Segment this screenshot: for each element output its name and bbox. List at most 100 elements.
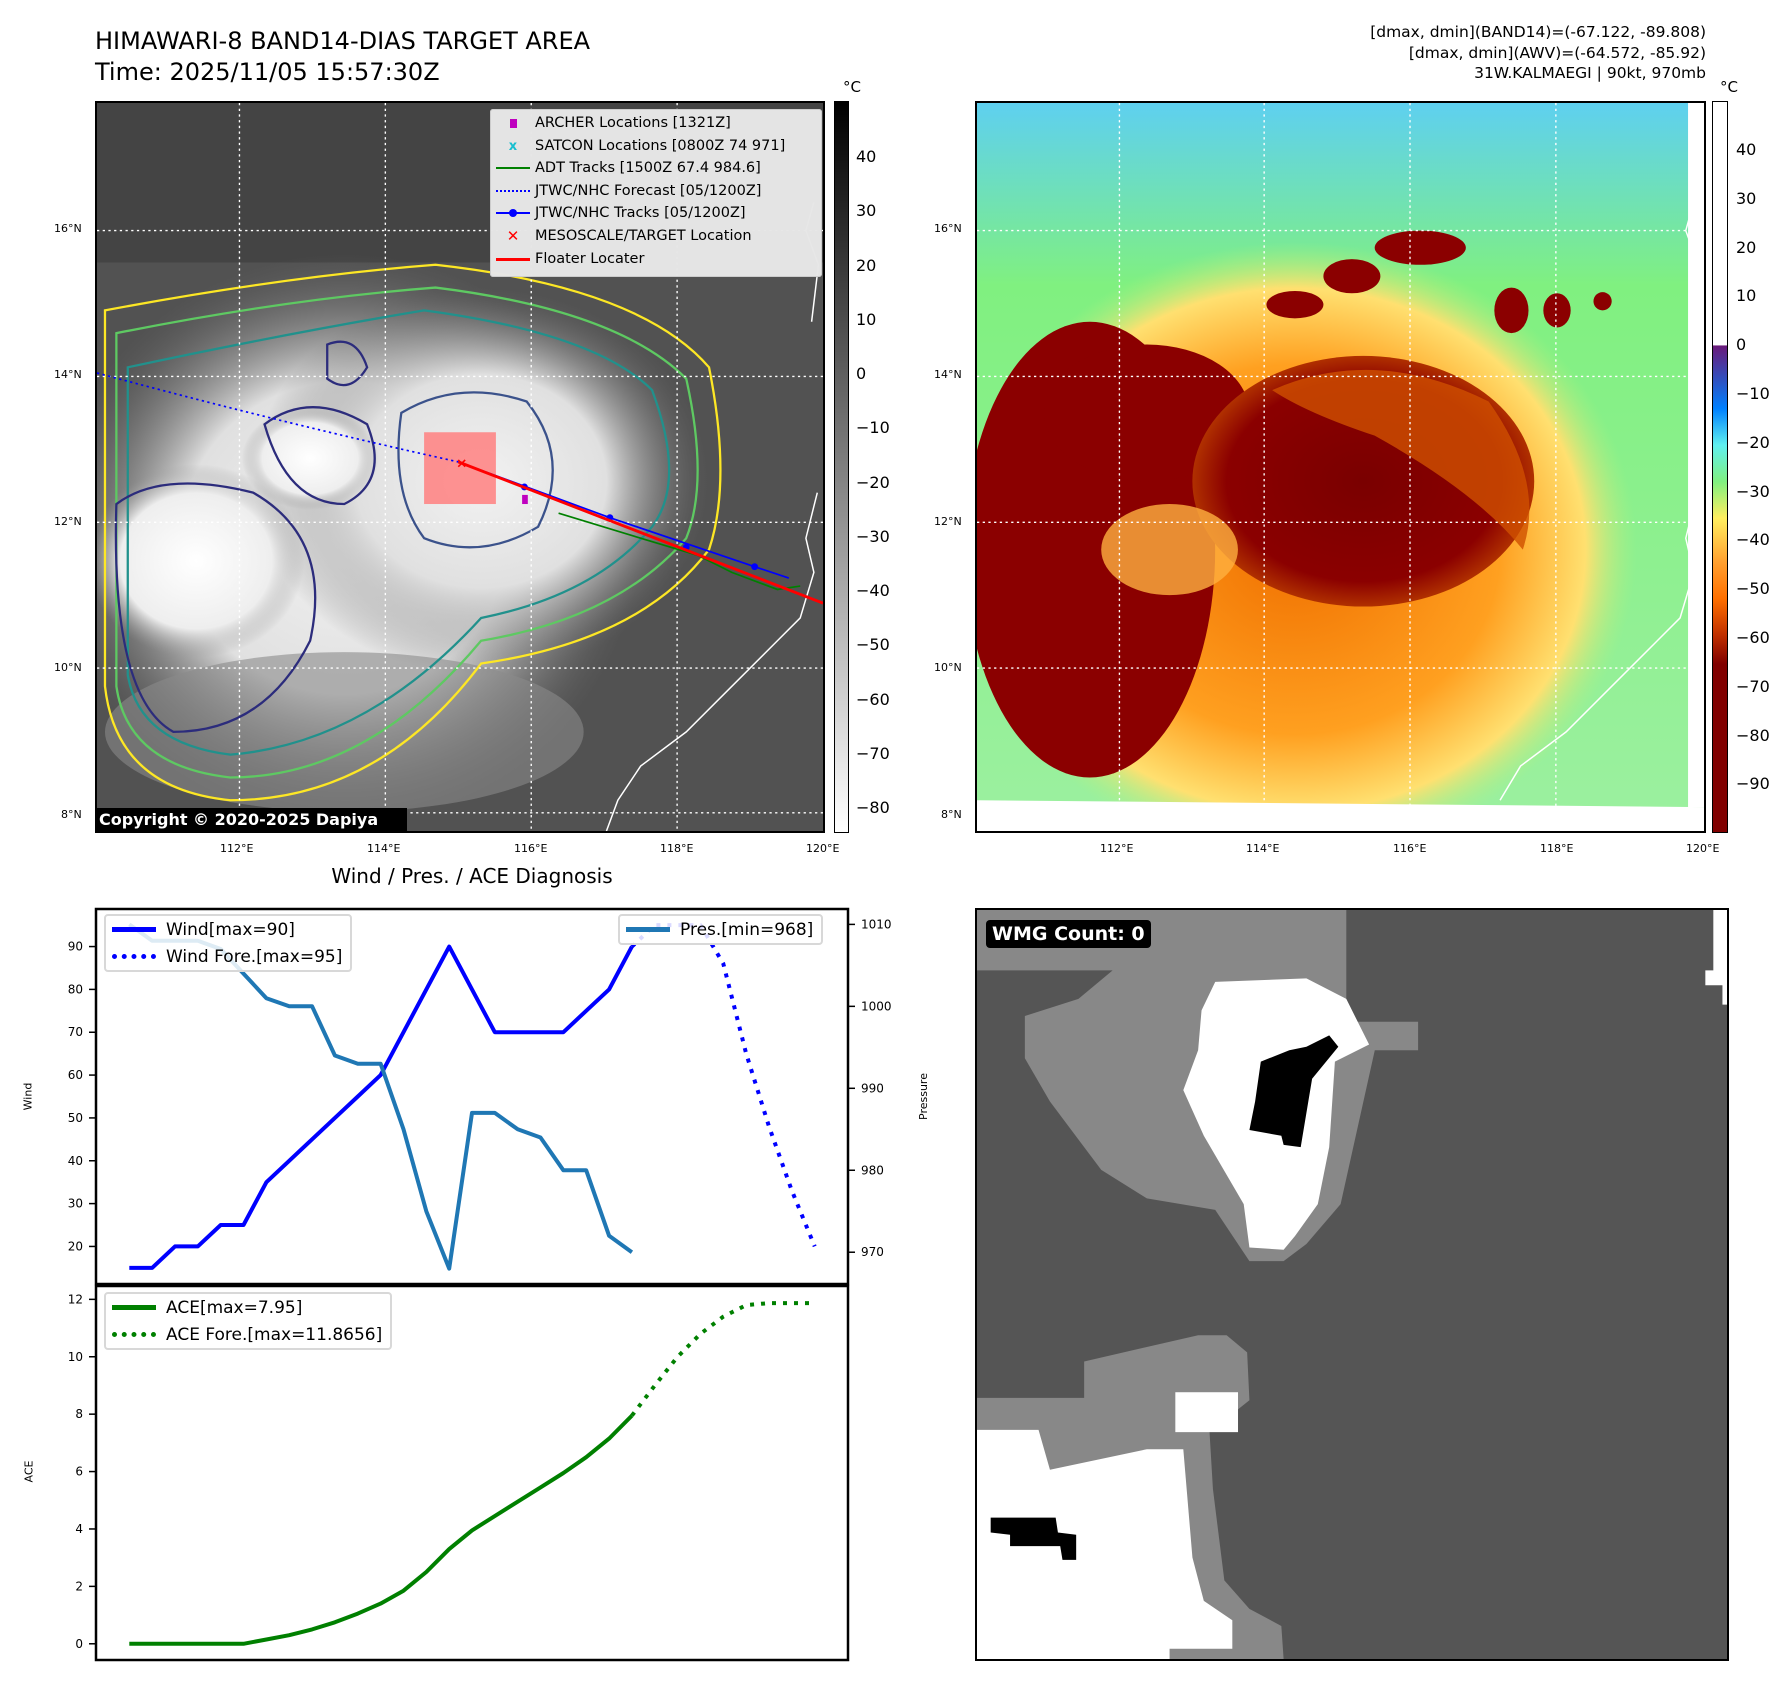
- lat-label: 14°N: [934, 368, 962, 381]
- legend-jtwc-forecast: JTWC/NHC Forecast [05/1200Z]: [491, 180, 761, 202]
- legend-ace-forecast: ACE Fore.[max=11.8656]: [106, 1321, 390, 1348]
- dotted-line-icon: [112, 954, 156, 959]
- lon-label: 118°E: [660, 842, 694, 855]
- line-icon: [112, 1305, 156, 1310]
- time-text: Time: 2025/11/05 15:57:30Z: [95, 58, 440, 86]
- copyright-label: Copyright © 2020-2025 Dapiya: [95, 808, 407, 832]
- colorbar-tick-label: −80: [856, 798, 890, 817]
- colorbar-tick-label: −90: [1736, 774, 1770, 794]
- legend-ace: ACE[max=7.95]: [106, 1294, 390, 1321]
- awv-imagery: [977, 103, 1704, 831]
- y-tick-label: 40: [68, 1154, 83, 1168]
- colorbar-tick-label: 10: [1736, 286, 1757, 306]
- y-tick-label: 4: [75, 1522, 83, 1536]
- colorbar-tick-label: −10: [856, 418, 890, 438]
- legend-mesoscale: ✕ MESOSCALE/TARGET Location: [491, 225, 752, 247]
- y2-tick-label: 970: [861, 1245, 884, 1259]
- target-marker: ×: [456, 456, 467, 472]
- colorbar-tick-label: 30: [856, 201, 877, 221]
- stats-info: [dmax, dmin](BAND14)=(-67.122, -89.808) …: [1370, 22, 1706, 84]
- floater-locater-line: [457, 460, 823, 605]
- wmg-field: [977, 910, 1727, 1659]
- colorbar-tick-label: −80: [1736, 725, 1770, 745]
- colorbar-tick-label: −60: [1736, 628, 1770, 647]
- y-tick-label: 30: [68, 1197, 83, 1211]
- legend-label: ACE Fore.[max=11.8656]: [166, 1324, 383, 1345]
- legend-wind-forecast: Wind Fore.[max=95]: [106, 943, 350, 970]
- lat-label: 10°N: [54, 661, 82, 674]
- legend-satcon: x SATCON Locations [0800Z 74 971]: [491, 135, 785, 157]
- band14-colorbar: [834, 101, 849, 833]
- lon-label: 116°E: [514, 842, 548, 855]
- colorbar-unit: °C: [1720, 78, 1738, 96]
- colorbar-tick-label: −40: [1736, 530, 1770, 550]
- legend-label: Pres.[min=968]: [680, 919, 814, 940]
- colorbar-tick-label: 0: [1736, 335, 1747, 355]
- jtwc-forecast-track: [97, 372, 459, 463]
- ace-axis-label: ACE: [22, 1460, 36, 1483]
- colorbar-tick-label: 10: [856, 309, 877, 329]
- legend-label: Floater Locater: [535, 251, 645, 267]
- legend-label: ACE[max=7.95]: [166, 1297, 303, 1318]
- colorbar-tick-label: −30: [1736, 481, 1770, 501]
- y2-tick-label: 1010: [861, 917, 892, 931]
- lon-label: 112°E: [1100, 842, 1134, 855]
- lat-label: 12°N: [934, 515, 962, 528]
- colorbar-tick-label: 0: [856, 364, 867, 383]
- series-ace-fore-line: [630, 1301, 815, 1417]
- legend-label: Wind[max=90]: [166, 919, 295, 940]
- y-tick-label: 70: [68, 1025, 83, 1039]
- awv-colorbar: [1712, 101, 1728, 833]
- y-tick-label: 0: [75, 1637, 83, 1651]
- y-tick-label: 2: [75, 1579, 83, 1593]
- lon-label: 116°E: [1393, 842, 1427, 855]
- lon-label: 120°E: [1686, 842, 1720, 855]
- legend-label: Wind Fore.[max=95]: [166, 946, 343, 967]
- y-tick-label: 6: [75, 1465, 83, 1479]
- y-tick-label: 50: [68, 1111, 83, 1125]
- legend-label: JTWC/NHC Tracks [05/1200Z]: [535, 205, 746, 221]
- lon-label: 118°E: [1540, 842, 1574, 855]
- title-text: HIMAWARI-8 BAND14-DIAS TARGET AREA: [95, 27, 591, 55]
- colorbar-tick-label: −60: [856, 689, 890, 709]
- lat-label: 12°N: [54, 515, 82, 528]
- legend-jtwc-tracks: JTWC/NHC Tracks [05/1200Z]: [491, 202, 746, 224]
- y-tick-label: 20: [68, 1239, 83, 1253]
- lat-label: 8°N: [61, 808, 82, 821]
- y-tick-label: 12: [68, 1292, 83, 1306]
- lon-label: 114°E: [367, 842, 401, 855]
- dotted-line-icon: [491, 190, 535, 192]
- wind-axis-label: Wind: [21, 1082, 35, 1111]
- colorbar-tick-label: −50: [856, 635, 890, 655]
- lat-label: 16°N: [54, 222, 82, 235]
- lat-label: 16°N: [934, 222, 962, 235]
- y-tick-label: 8: [75, 1407, 83, 1421]
- colorbar-tick-label: −20: [1736, 432, 1770, 452]
- track-legend: ARCHER Locations [1321Z] x SATCON Locatio…: [490, 109, 822, 277]
- square-marker-icon: [491, 118, 535, 128]
- lat-label: 10°N: [934, 661, 962, 674]
- y-tick-label: 10: [68, 1350, 83, 1364]
- colorbar-unit: °C: [843, 78, 861, 96]
- storm-info: 31W.KALMAEGI | 90kt, 970mb: [1474, 64, 1706, 82]
- colorbar-tick-label: −10: [1736, 384, 1770, 403]
- line-dot-icon: [491, 209, 535, 217]
- y2-tick-label: 990: [861, 1081, 884, 1095]
- legend-label: JTWC/NHC Forecast [05/1200Z]: [535, 183, 762, 199]
- wmg-panel: [975, 908, 1729, 1661]
- lon-label: 114°E: [1246, 842, 1280, 855]
- x-marker-icon: ✕: [506, 227, 520, 245]
- colorbar-tick-label: −70: [856, 743, 890, 763]
- awv-range: [dmax, dmin](AWV)=(-64.572, -85.92): [1408, 43, 1706, 62]
- colorbar-tick-label: −20: [856, 472, 890, 492]
- band14-range: [dmax, dmin](BAND14)=(-67.122, -89.808): [1370, 23, 1706, 41]
- awv-map: [975, 101, 1706, 833]
- lat-label: 8°N: [941, 808, 962, 821]
- y2-tick-label: 1000: [861, 999, 892, 1013]
- lat-label: 14°N: [54, 368, 82, 381]
- diagnosis-title: Wind / Pres. / ACE Diagnosis: [331, 864, 613, 888]
- y2-tick-label: 980: [861, 1163, 884, 1177]
- floater-box: [424, 432, 496, 505]
- figure-title: HIMAWARI-8 BAND14-DIAS TARGET AREA Time:…: [95, 26, 590, 88]
- pressure-legend: Pres.[min=968]: [618, 914, 824, 945]
